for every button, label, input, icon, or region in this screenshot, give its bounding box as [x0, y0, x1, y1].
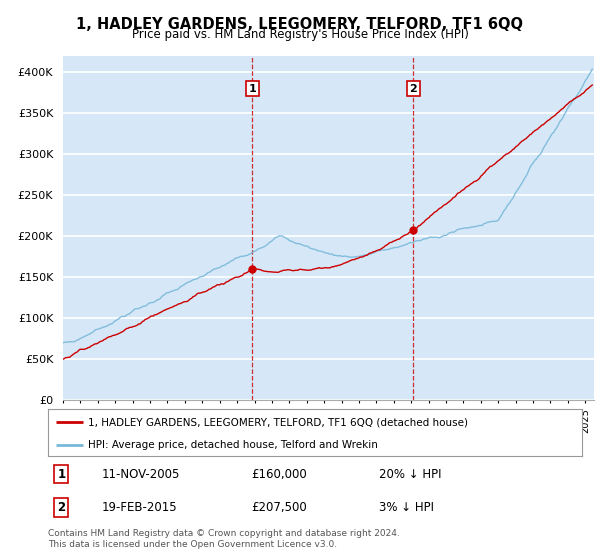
Text: Contains HM Land Registry data © Crown copyright and database right 2024.
This d: Contains HM Land Registry data © Crown c… [48, 529, 400, 549]
Text: 2: 2 [57, 501, 65, 514]
Text: 1: 1 [248, 83, 256, 94]
Text: 20% ↓ HPI: 20% ↓ HPI [379, 468, 442, 480]
Text: 2: 2 [410, 83, 418, 94]
Text: Price paid vs. HM Land Registry's House Price Index (HPI): Price paid vs. HM Land Registry's House … [131, 28, 469, 41]
Text: 1: 1 [57, 468, 65, 480]
Text: 11-NOV-2005: 11-NOV-2005 [101, 468, 180, 480]
Text: 3% ↓ HPI: 3% ↓ HPI [379, 501, 434, 514]
Text: £207,500: £207,500 [251, 501, 307, 514]
Text: HPI: Average price, detached house, Telford and Wrekin: HPI: Average price, detached house, Telf… [88, 440, 378, 450]
Text: 1, HADLEY GARDENS, LEEGOMERY, TELFORD, TF1 6QQ: 1, HADLEY GARDENS, LEEGOMERY, TELFORD, T… [77, 17, 523, 32]
Text: 19-FEB-2015: 19-FEB-2015 [101, 501, 177, 514]
Text: 1, HADLEY GARDENS, LEEGOMERY, TELFORD, TF1 6QQ (detached house): 1, HADLEY GARDENS, LEEGOMERY, TELFORD, T… [88, 417, 468, 427]
Text: £160,000: £160,000 [251, 468, 307, 480]
